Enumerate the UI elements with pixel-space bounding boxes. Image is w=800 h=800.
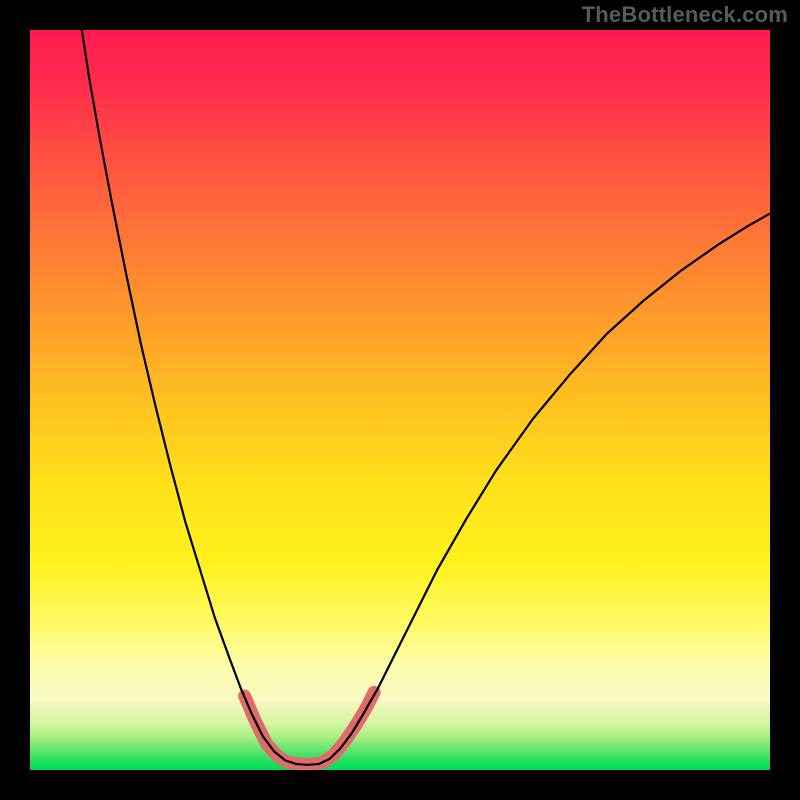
curve-layer bbox=[30, 30, 770, 770]
watermark-text: TheBottleneck.com bbox=[582, 2, 788, 28]
plot-area bbox=[30, 30, 770, 770]
bottleneck-curve bbox=[82, 30, 770, 765]
chart-container: TheBottleneck.com bbox=[0, 0, 800, 800]
